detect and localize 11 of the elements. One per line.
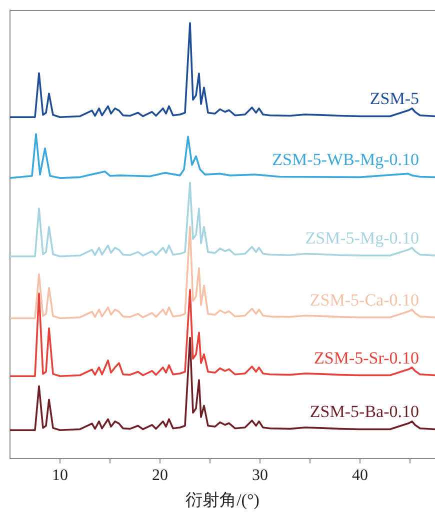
series-label: ZSM-5-Mg-0.10 <box>305 228 419 248</box>
x-axis-title: 衍射角/(°) <box>186 490 260 510</box>
x-tick-label: 20 <box>152 467 168 484</box>
x-tick-label: 40 <box>352 467 368 484</box>
series-label: ZSM-5-WB-Mg-0.10 <box>272 150 419 170</box>
x-tick-label: 10 <box>52 467 68 484</box>
x-tick-label: 30 <box>252 467 268 484</box>
series-label: ZSM-5-Ba-0.10 <box>310 402 419 422</box>
series-label: ZSM-5-Ca-0.10 <box>310 290 419 310</box>
series-label: ZSM-5 <box>370 89 419 108</box>
series-label: ZSM-5-Sr-0.10 <box>314 348 419 368</box>
